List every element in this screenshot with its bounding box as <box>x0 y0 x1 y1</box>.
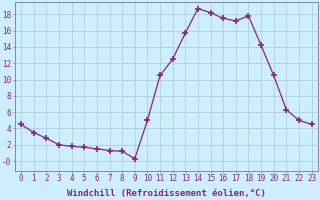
X-axis label: Windchill (Refroidissement éolien,°C): Windchill (Refroidissement éolien,°C) <box>67 189 266 198</box>
